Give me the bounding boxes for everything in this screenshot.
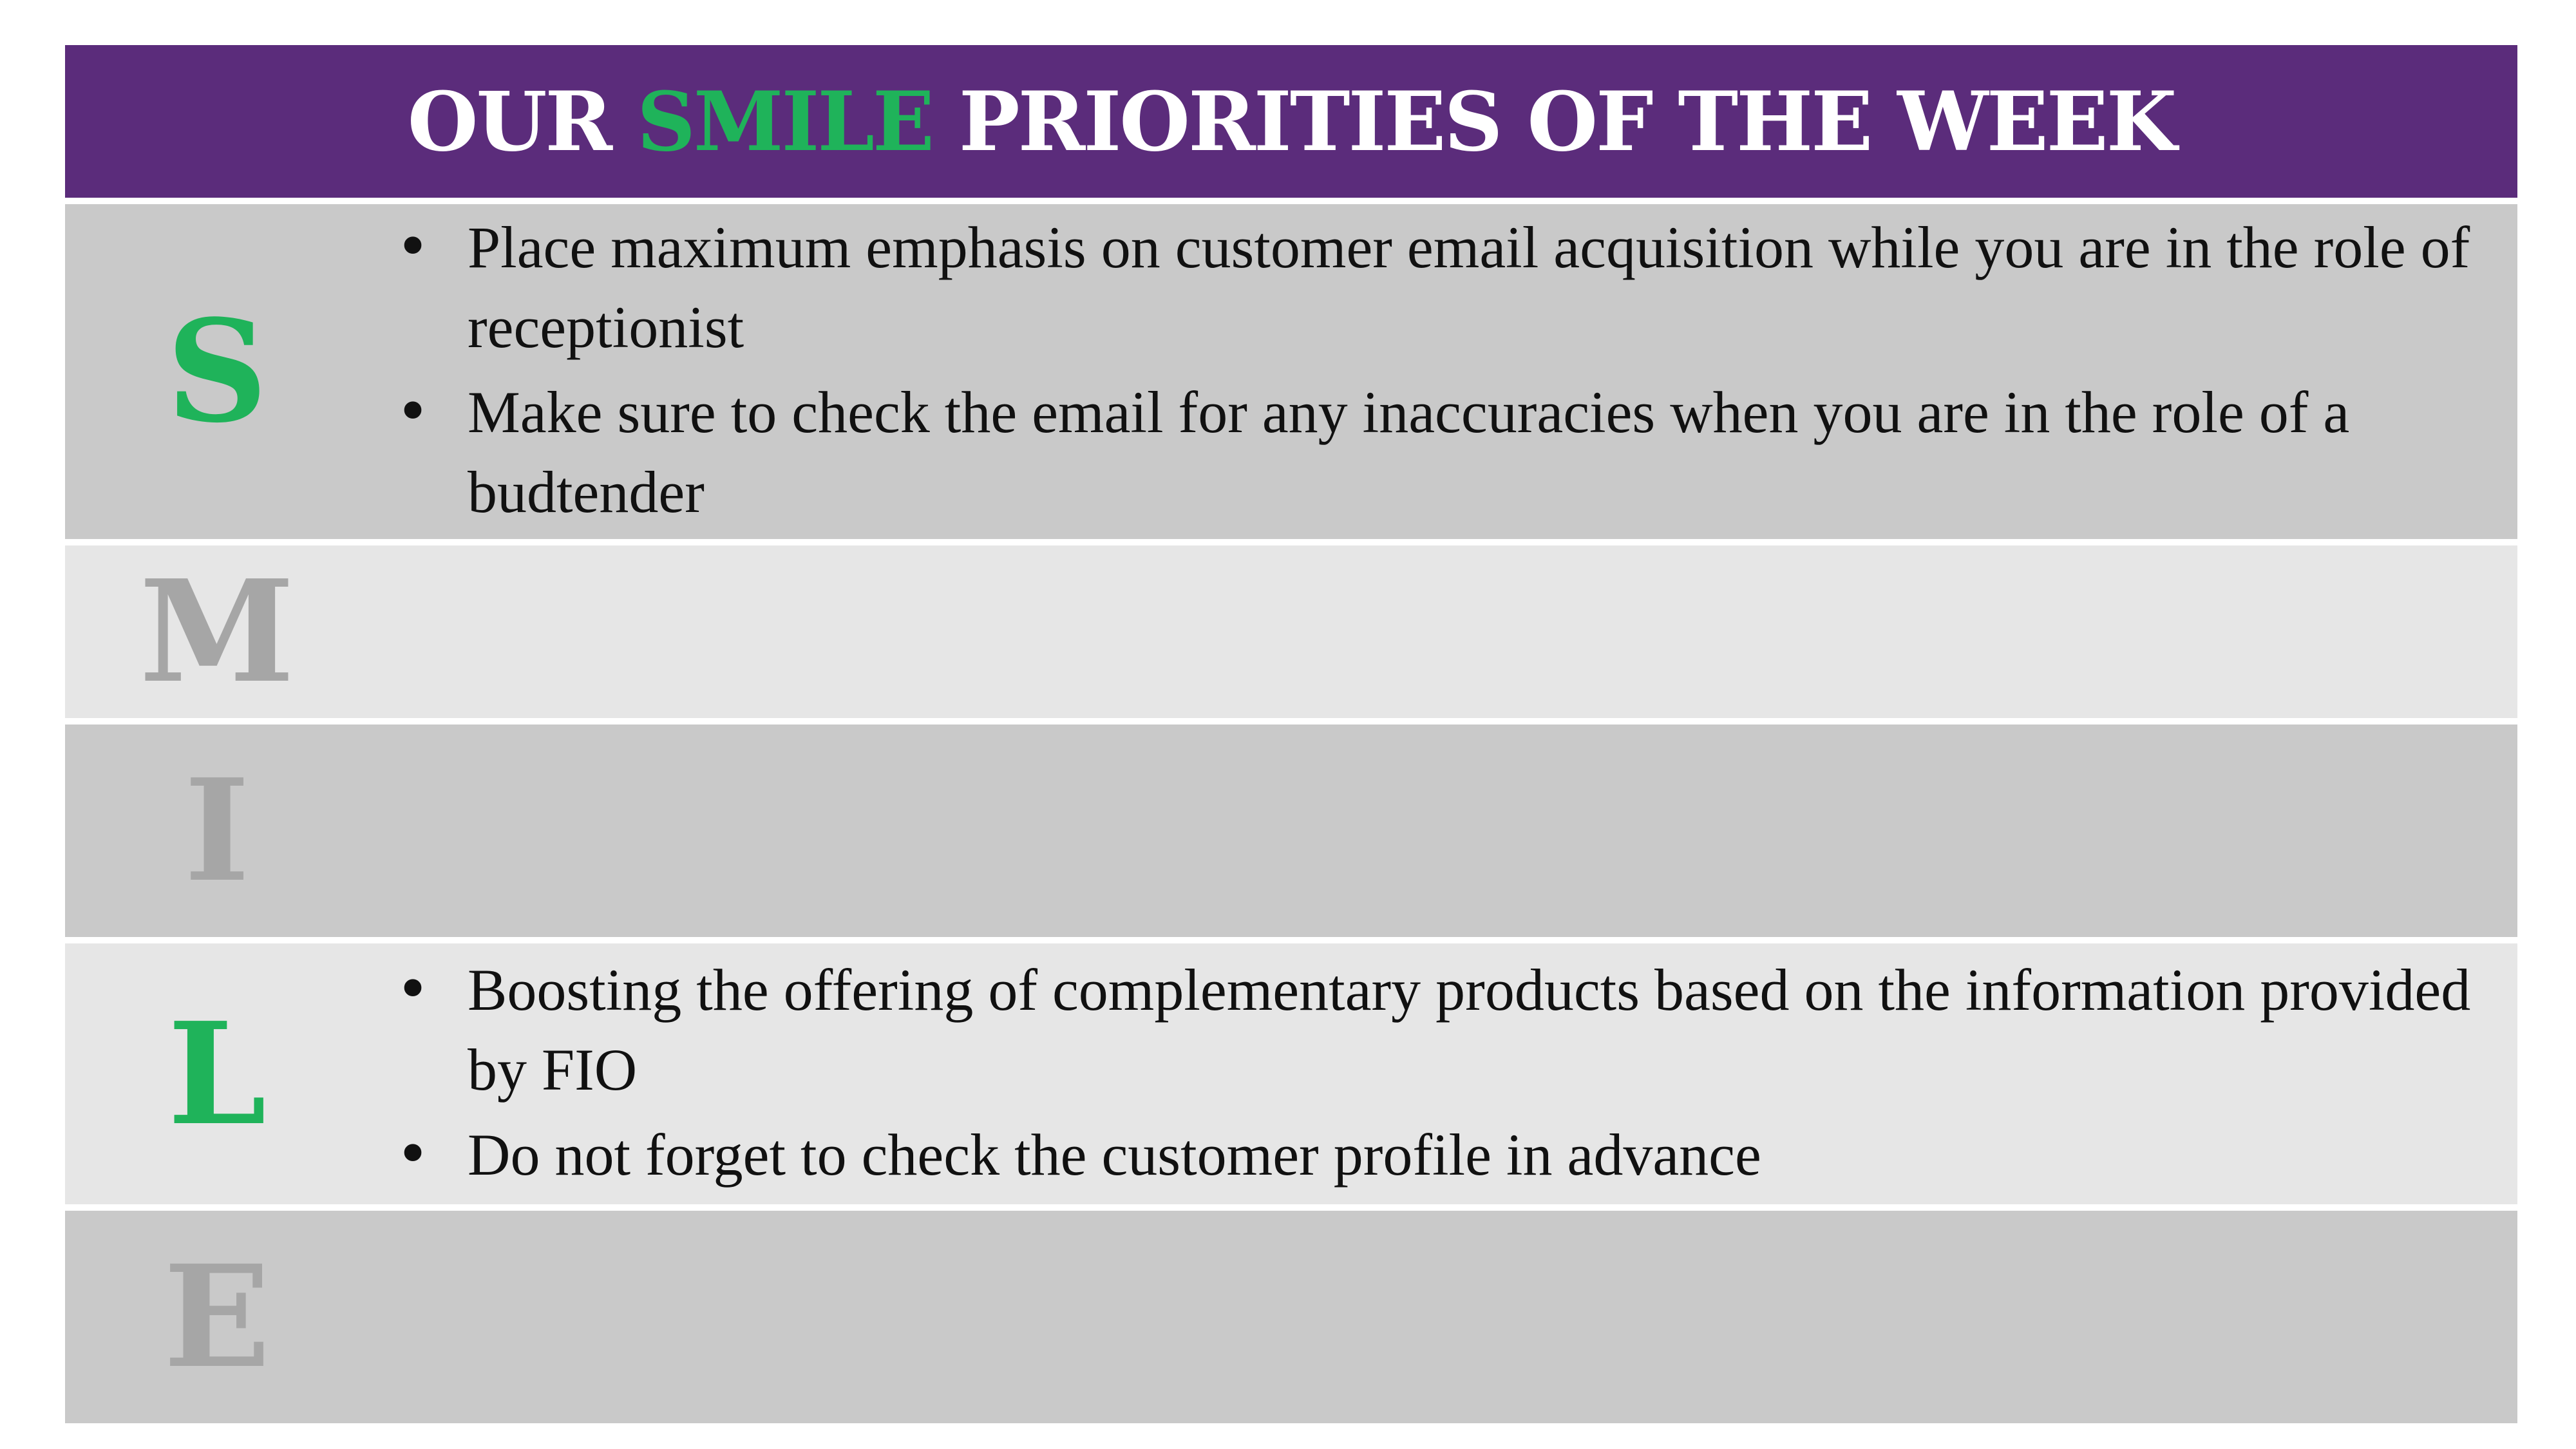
content-cell-s: • Place maximum emphasis on customer emai…	[374, 204, 2517, 539]
content-cell-m	[374, 545, 2517, 718]
list-item: • Make sure to check the email for any in…	[393, 372, 2479, 532]
content-cell-i	[374, 724, 2517, 937]
row-l: L • Boosting the offering of complementar…	[65, 943, 2517, 1204]
table-header: OUR SMILE PRIORITIES OF THE WEEK	[65, 45, 2517, 198]
bullet-list-s: • Place maximum emphasis on customer emai…	[393, 206, 2479, 537]
content-cell-e	[374, 1211, 2517, 1423]
bullet-icon: •	[395, 213, 431, 281]
row-e: E	[65, 1211, 2517, 1423]
letter-cell-m: M	[65, 545, 369, 718]
bullet-text: Boosting the offering of complementary p…	[468, 956, 2471, 1103]
bullet-text: Do not forget to check the customer prof…	[468, 1121, 1761, 1188]
bullet-icon: •	[395, 1119, 431, 1189]
letter-cell-l: L	[65, 943, 369, 1204]
letter-m: M	[139, 549, 295, 714]
list-item: • Do not forget to check the customer pro…	[393, 1115, 2479, 1195]
row-m: M	[65, 545, 2517, 718]
title-prefix: OUR	[407, 73, 637, 169]
title-accent-smile: SMILE	[637, 73, 934, 169]
row-i: I	[65, 724, 2517, 937]
letter-e: E	[163, 1235, 271, 1399]
smile-priorities-table: OUR SMILE PRIORITIES OF THE WEEK S • Plac…	[65, 45, 2517, 1423]
letter-s: S	[166, 289, 268, 454]
bullet-icon: •	[395, 377, 431, 446]
letter-cell-i: I	[65, 724, 369, 937]
letter-l: L	[167, 991, 267, 1157]
bullet-text: Make sure to check the email for any ina…	[468, 379, 2350, 525]
content-cell-l: • Boosting the offering of complementary …	[374, 943, 2517, 1204]
letter-cell-s: S	[65, 204, 369, 539]
list-item: • Boosting the offering of complementary …	[393, 950, 2479, 1110]
letter-i: I	[184, 748, 250, 913]
bullet-list-l: • Boosting the offering of complementary …	[393, 949, 2479, 1200]
row-s: S • Place maximum emphasis on customer em…	[65, 204, 2517, 539]
list-item: • Place maximum emphasis on customer emai…	[393, 207, 2479, 367]
title-suffix: PRIORITIES OF THE WEEK	[933, 73, 2177, 169]
page-title: OUR SMILE PRIORITIES OF THE WEEK	[407, 73, 2177, 169]
bullet-icon: •	[395, 954, 431, 1024]
letter-cell-e: E	[65, 1211, 369, 1423]
bullet-text: Place maximum emphasis on customer email…	[468, 214, 2470, 360]
